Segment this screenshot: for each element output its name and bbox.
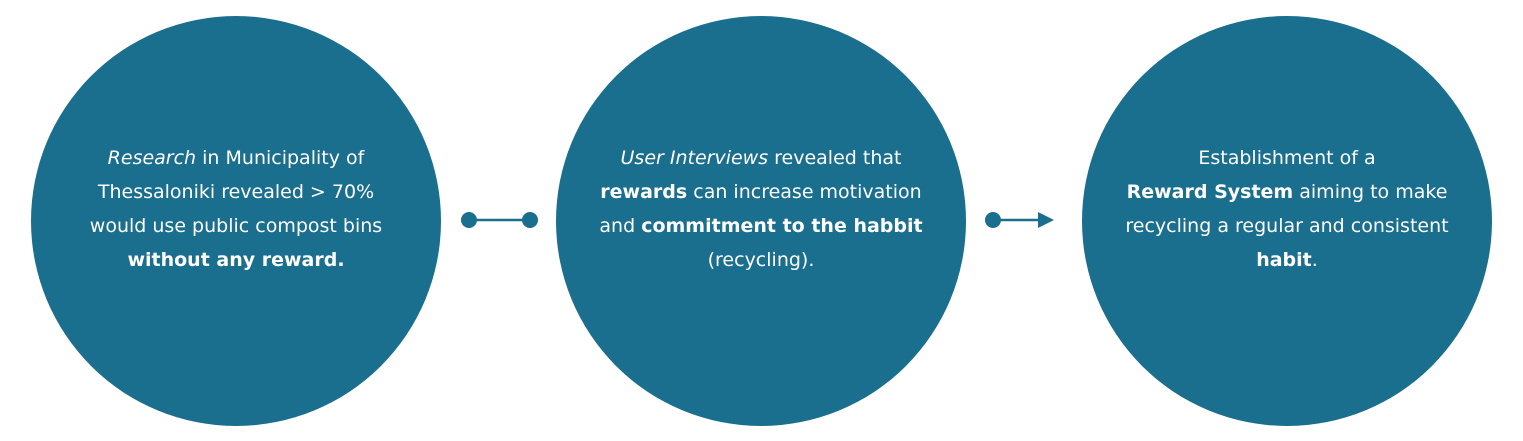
text-line: and commitment to the habbit bbox=[581, 209, 941, 243]
text-run: (recycling). bbox=[707, 249, 815, 271]
text-line: recycling a regular and consistent bbox=[1112, 209, 1462, 243]
text-line: User Interviews revealed that bbox=[581, 141, 941, 175]
interviews-circle: User Interviews revealed that rewards can… bbox=[556, 16, 966, 426]
text-line: Research in Municipality of bbox=[86, 141, 386, 175]
text-line: Establishment of a bbox=[1112, 141, 1462, 175]
research-circle: Research in Municipality of Thessaloniki … bbox=[31, 16, 441, 426]
arrow-head-icon bbox=[1038, 212, 1054, 228]
connector-start-dot bbox=[985, 212, 1001, 228]
bold-phrase: Reward System bbox=[1126, 181, 1294, 203]
text-line: would use public compost bins bbox=[86, 209, 386, 243]
text-run: would use public compost bins bbox=[89, 215, 383, 237]
text-run: and bbox=[599, 215, 642, 237]
italic-phrase: User Interviews bbox=[620, 147, 769, 169]
text-run: in Municipality of bbox=[196, 147, 365, 169]
text-run: Thessaloniki revealed > 70% bbox=[97, 181, 375, 203]
text-line: Reward System aiming to make bbox=[1112, 175, 1462, 209]
bold-phrase: without any reward. bbox=[127, 249, 345, 271]
text-run: recycling a regular and consistent bbox=[1125, 215, 1449, 237]
text-line: without any reward. bbox=[86, 243, 386, 277]
text-run: Establishment of a bbox=[1198, 147, 1376, 169]
connector-end-dot bbox=[522, 212, 538, 228]
reward-system-text: Establishment of a Reward System aiming t… bbox=[1112, 141, 1462, 277]
connector-interviews-to-reward-system bbox=[985, 212, 1054, 228]
text-run: revealed that bbox=[768, 147, 902, 169]
connector-research-to-interviews bbox=[461, 212, 538, 228]
text-line: (recycling). bbox=[581, 243, 941, 277]
reward-system-circle: Establishment of a Reward System aiming t… bbox=[1082, 16, 1492, 426]
interviews-text: User Interviews revealed that rewards can… bbox=[581, 141, 941, 277]
text-line: rewards can increase motivation bbox=[581, 175, 941, 209]
research-text: Research in Municipality of Thessaloniki … bbox=[86, 141, 386, 277]
italic-phrase: Research bbox=[107, 147, 197, 169]
text-run: aiming to make bbox=[1293, 181, 1448, 203]
text-run: . bbox=[1311, 249, 1318, 271]
connector-start-dot bbox=[461, 212, 477, 228]
text-line: Thessaloniki revealed > 70% bbox=[86, 175, 386, 209]
bold-phrase: commitment to the habbit bbox=[641, 215, 923, 237]
text-line: habit. bbox=[1112, 243, 1462, 277]
bold-phrase: habit bbox=[1256, 249, 1312, 271]
text-run: can increase motivation bbox=[687, 181, 922, 203]
bold-phrase: rewards bbox=[600, 181, 688, 203]
